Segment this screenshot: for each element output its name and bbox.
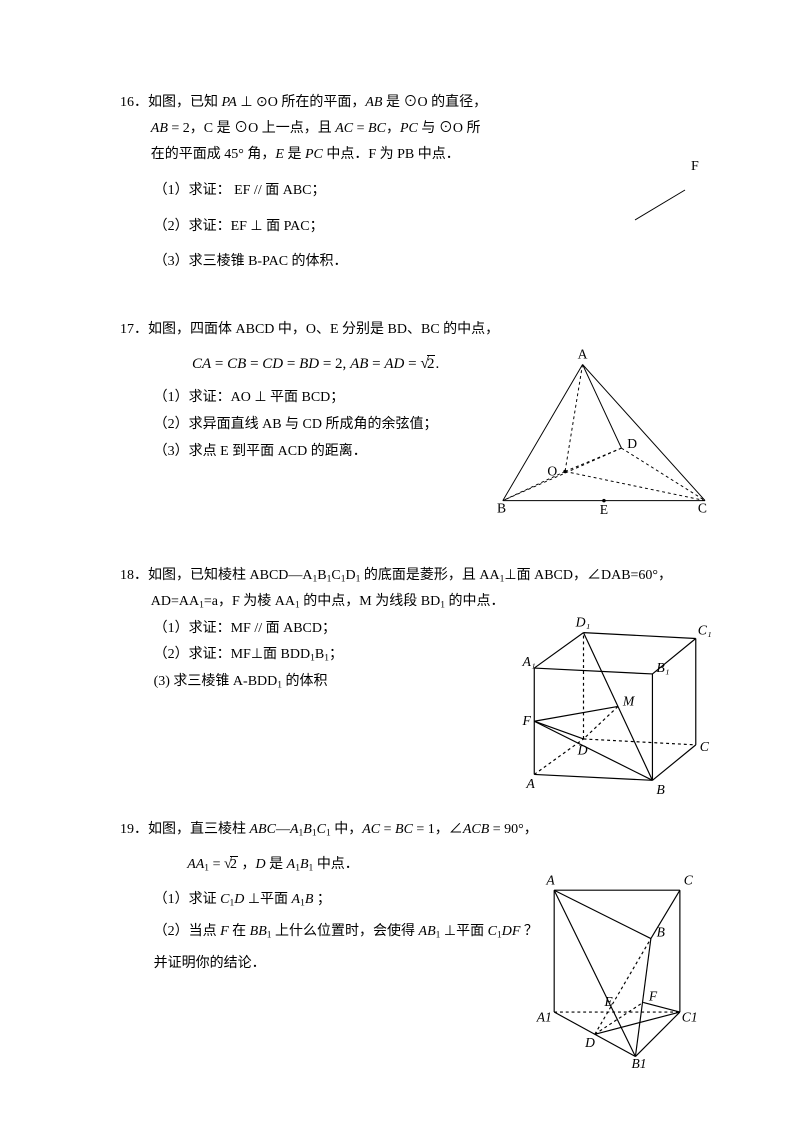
stem-line: 如图，四面体 ABCD 中，O、E 分别是 BD、BC 的中点， [148,322,499,337]
label-A: A [578,347,588,362]
problem-16: 16．如图，已知 PA ⊥ ⊙O 所在的平面，AB 是 ⊙O 的直径， AB =… [120,90,703,275]
page: 16．如图，已知 PA ⊥ ⊙O 所在的平面，AB 是 ⊙O 的直径， AB =… [0,0,793,1122]
problem-19: 19．如图，直三棱柱 ABC—A1B1C1 中，AC = BC = 1，∠ACB… [120,817,703,976]
label-F: F [521,713,531,728]
label-M: M [622,693,636,708]
sub-3: （3）求三棱锥 B-PAC 的体积． [120,249,703,275]
edge-OC [565,472,705,501]
label-C: C [684,873,694,888]
label-A1: A₁ [521,654,535,669]
label-B1: B₁ [656,660,669,675]
label-C: C [700,738,710,753]
label-D: D [627,436,637,451]
edge-DC [621,448,705,501]
edge-OD [565,448,621,471]
edge-AO [565,365,583,472]
label-O: O [547,464,557,479]
edge-AD [583,365,622,449]
label-A: A [545,873,555,888]
label-F: F [691,160,699,174]
problem-18: 18．如图，已知棱柱 ABCD—A1B1C1D1 的底面是菱形，且 AA1⊥面 … [120,563,703,776]
problem-number: 16． [120,95,148,110]
label-D: D [584,1035,595,1050]
figure-17: A B C D O E [487,347,717,522]
edge-AB [503,365,583,501]
stem: 17．如图，四面体 ABCD 中，O、E 分别是 BD、BC 的中点， [120,317,703,343]
figure-18: A B C D A₁ B₁ C₁ D₁ F M [521,607,711,802]
figure-19: A C B A1 C1 B1 D E F [533,867,703,1072]
label-B: B [497,501,506,516]
problem-number: 19． [120,822,148,837]
label-B1: B1 [632,1057,647,1072]
segment [635,190,685,220]
problem-number: 17． [120,322,148,337]
label-C: C [698,501,707,516]
label-B: B [657,925,665,940]
label-A1: A1 [536,1010,552,1025]
label-E: E [603,995,613,1010]
label-C1: C1 [682,1010,698,1025]
stem: 16．如图，已知 PA ⊥ ⊙O 所在的平面，AB 是 ⊙O 的直径， AB =… [120,90,703,168]
label-F: F [648,989,658,1004]
figure-16: F [593,160,713,230]
label-A: A [525,776,535,791]
point-O [563,470,567,474]
stem: 19．如图，直三棱柱 ABC—A1B1C1 中，AC = BC = 1，∠ACB… [120,817,703,843]
label-C1: C₁ [698,622,711,637]
label-B: B [656,782,665,797]
edge-AC [583,365,706,501]
label-D: D [577,742,588,757]
label-D1: D₁ [575,614,591,629]
label-E: E [600,503,608,518]
problem-17: 17．如图，四面体 ABCD 中，O、E 分别是 BD、BC 的中点， CA =… [120,317,703,520]
problem-number: 18． [120,568,148,583]
